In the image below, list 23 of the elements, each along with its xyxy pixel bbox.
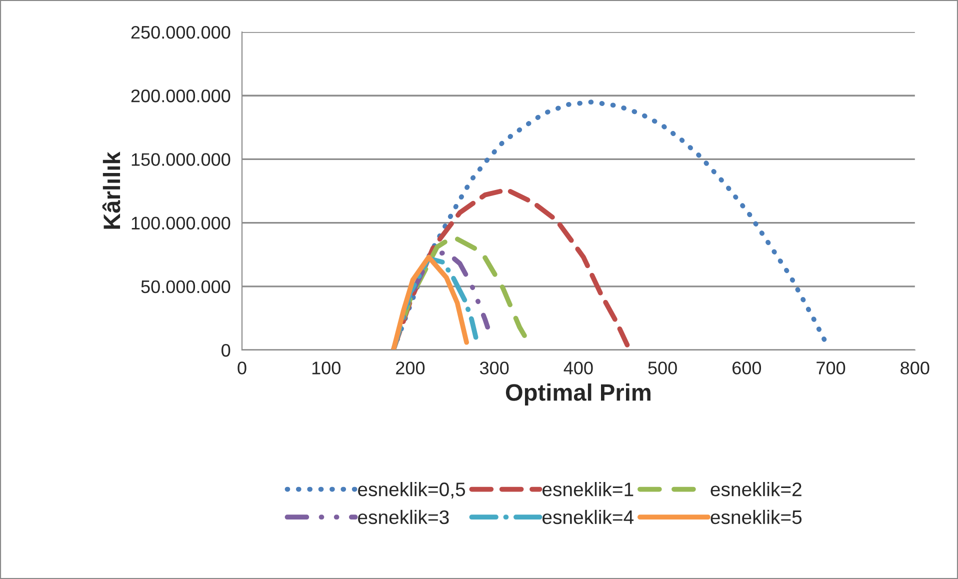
legend-label: esneklik=3 [358,510,449,524]
y-tick-label: 50.000.000 [141,280,230,294]
x-tick-label: 200 [396,362,425,374]
x-tick-label: 700 [816,362,846,374]
x-tick-label: 400 [564,362,593,374]
y-axis-title: Kârlılık [102,152,120,229]
x-tick-label: 300 [480,362,509,374]
x-tick-label: 100 [312,362,340,374]
x-tick-label: 600 [732,362,762,374]
x-tick-label: 800 [900,362,930,374]
y-tick-label: 0 [222,344,230,357]
x-axis-title: Optimal Prim [506,384,650,406]
legend-label: esneklik=2 [710,482,802,496]
x-tick-label: 500 [648,362,677,374]
y-tick-label: 250.000.000 [131,26,230,39]
legend-label: esneklik=5 [710,510,802,524]
legend-label: esneklik=4 [542,510,634,524]
legend-label: esneklik=1 [542,482,634,496]
y-tick-label: 100.000.000 [132,216,230,230]
x-tick-label: 0 [238,362,246,374]
legend-label: esneklik=0,5 [358,482,466,499]
y-tick-label: 150.000.000 [132,153,230,166]
y-tick-label: 200.000.000 [131,90,230,102]
